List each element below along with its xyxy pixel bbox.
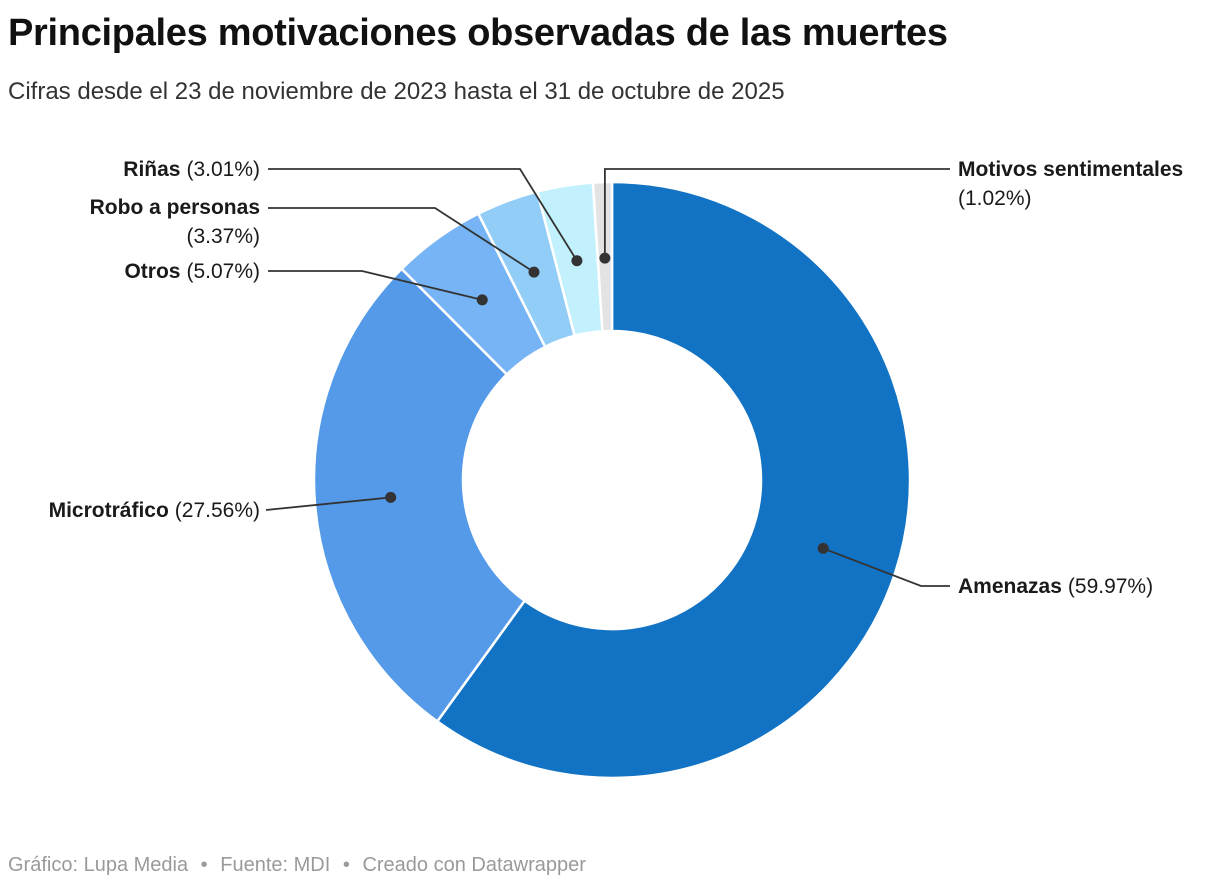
chart-title: Principales motivaciones observadas de l…	[8, 12, 948, 54]
chart-subtitle: Cifras desde el 23 de noviembre de 2023 …	[8, 78, 785, 105]
leader-line-otros	[268, 270, 483, 301]
slice-microtrafico[interactable]	[312, 267, 526, 723]
slice-label-motivos-sentimentales: Motivos sentimentales (1.02%)	[958, 155, 1183, 213]
footer: Gráfico: Lupa Media • Fuente: MDI • Crea…	[8, 854, 586, 877]
slice-label-name: Amenazas	[958, 575, 1062, 598]
slice-amenazas[interactable]	[436, 180, 912, 780]
leader-dot-microtrafico	[385, 491, 397, 503]
slice-label-name: Otros	[124, 260, 181, 283]
slice-label-value: (3.37%)	[186, 225, 260, 248]
slice-label-value: (59.97%)	[1067, 575, 1154, 598]
footer-credit: Gráfico: Lupa Media	[8, 854, 189, 876]
slice-label-value: (5.07%)	[186, 260, 260, 283]
slice-label-name: Riñas	[123, 158, 181, 181]
slice-label-amenazas: Amenazas (59.97%)	[958, 572, 1153, 601]
leader-line-amenazas	[822, 547, 950, 587]
footer-separator: •	[342, 854, 350, 876]
slice-label-rinas: Riñas (3.01%)	[123, 155, 260, 184]
footer-source[interactable]: Fuente: MDI	[220, 854, 331, 876]
slice-label-name: Motivos sentimentales	[958, 158, 1184, 181]
leader-line-microtrafico	[265, 496, 391, 511]
leader-dot-rinas	[571, 255, 583, 267]
footer-separator: •	[200, 854, 208, 876]
slice-label-microtrafico: Microtráfico (27.56%)	[49, 496, 260, 525]
slice-label-robo-a-personas: Robo a personas (3.37%)	[90, 193, 260, 251]
slice-label-name: Microtráfico	[48, 499, 169, 522]
slice-label-value: (3.01%)	[186, 158, 260, 181]
slice-label-value: (27.56%)	[174, 499, 260, 522]
leader-line-motivos-sentimentales	[603, 168, 950, 259]
leader-dot-otros	[476, 294, 488, 306]
footer-attribution[interactable]: Creado con Datawrapper	[362, 854, 586, 876]
leader-line-rinas	[268, 168, 578, 262]
leader-dot-motivos-sentimentales	[599, 252, 611, 264]
slice-label-value: (1.02%)	[958, 187, 1032, 210]
leader-dot-amenazas	[817, 542, 829, 554]
leader-line-robo-a-personas	[268, 207, 535, 273]
slice-label-otros: Otros (5.07%)	[124, 257, 260, 286]
slice-label-name: Robo a personas	[89, 196, 260, 219]
leader-dot-robo-a-personas	[528, 266, 540, 278]
